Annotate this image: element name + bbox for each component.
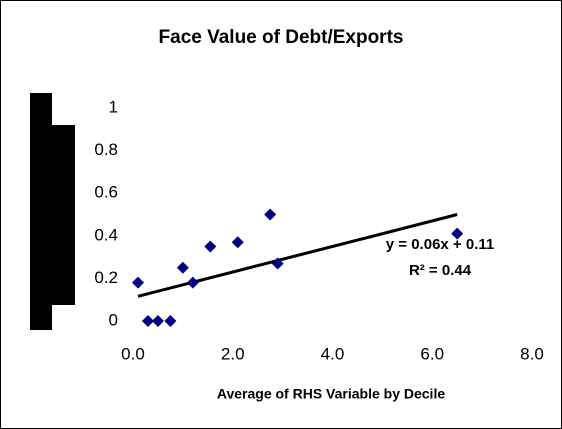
data-point <box>186 276 199 289</box>
data-point <box>131 276 144 289</box>
y-tick-label: 0.2 <box>94 268 118 287</box>
y-tick-label: 0.8 <box>94 140 118 159</box>
data-point <box>271 257 284 270</box>
redaction <box>30 93 52 330</box>
x-tick-label: 6.0 <box>420 344 444 363</box>
trendline-r2: R² = 0.44 <box>409 262 472 279</box>
y-tick-label: 0.6 <box>94 183 118 202</box>
trendline-equation: y = 0.06x + 0.11 <box>386 236 494 253</box>
data-point <box>164 315 177 327</box>
x-tick-label: 0.0 <box>121 344 145 363</box>
y-tick-label: 0.4 <box>94 225 118 244</box>
data-point <box>204 240 217 253</box>
chart-title: Face Value of Debt/Exports <box>159 27 404 48</box>
redaction <box>52 125 75 305</box>
x-axis-label: Average of RHS Variable by Decile <box>217 386 445 402</box>
data-point <box>231 236 244 249</box>
data-point <box>264 208 277 221</box>
x-tick-label: 8.0 <box>520 344 544 363</box>
data-point <box>141 315 154 327</box>
data-point <box>151 315 164 327</box>
x-tick-label: 4.0 <box>321 344 345 363</box>
data-point <box>451 227 464 240</box>
x-tick-label: 2.0 <box>221 344 245 363</box>
y-tick-label: 0 <box>109 310 118 329</box>
data-point <box>176 261 189 274</box>
y-tick-label: 1 <box>109 97 118 116</box>
